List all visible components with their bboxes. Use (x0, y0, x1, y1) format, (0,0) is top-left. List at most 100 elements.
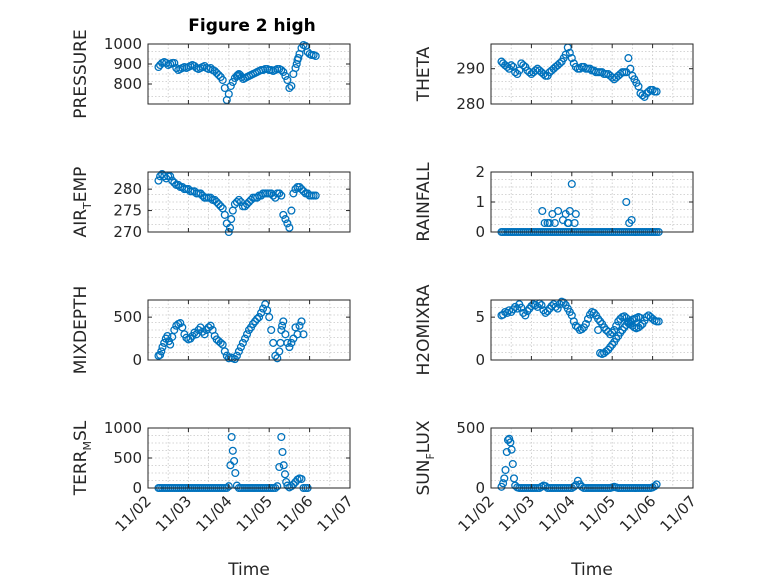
data-point (170, 178, 179, 187)
data-point (283, 75, 292, 85)
y-axis-label: PRESSURE (71, 29, 91, 118)
data-point (571, 321, 580, 330)
data-point (277, 432, 286, 442)
data-point (575, 64, 584, 73)
data-point (505, 434, 514, 443)
y-tick-label: 500 (113, 308, 142, 326)
y-tick-label: 500 (456, 419, 485, 437)
data-point (297, 474, 306, 484)
data-series (497, 297, 663, 359)
data-point (541, 308, 550, 317)
y-axis-label: H2OMIXRA (414, 284, 434, 375)
y-tick-label: 0 (475, 479, 485, 497)
data-point (538, 206, 547, 216)
data-point (577, 325, 586, 334)
data-point (218, 75, 227, 85)
data-point (523, 307, 532, 316)
x-tick-label: 11/05 (576, 492, 619, 535)
data-point (156, 350, 165, 359)
data-point (555, 59, 564, 68)
data-point (499, 479, 508, 488)
data-point (200, 330, 209, 339)
data-point (554, 206, 563, 216)
data-point (626, 317, 635, 326)
subplot-3: 270 275 280 AIRTEMP (71, 167, 351, 241)
data-point (234, 195, 243, 204)
data-point (220, 210, 229, 219)
y-tick-label: 270 (113, 223, 142, 241)
y-tick-label: 1 (475, 193, 485, 211)
y-tick-label: 800 (113, 75, 142, 93)
data-point (513, 304, 522, 313)
data-point (214, 200, 223, 209)
y-tick-label: 0 (475, 351, 485, 369)
data-point (278, 321, 287, 330)
data-point (232, 197, 241, 207)
data-point (216, 202, 225, 211)
x-tick-label: 11/03 (495, 492, 538, 535)
data-point (299, 330, 308, 339)
axes-box (147, 43, 351, 105)
data-point (275, 189, 284, 198)
data-point (500, 474, 509, 483)
data-point (638, 91, 647, 100)
data-point (285, 223, 294, 232)
y-axis-label: RAINFALL (414, 162, 434, 242)
data-point (273, 482, 282, 491)
data-point (505, 306, 514, 315)
x-tick-label: 11/04 (192, 492, 235, 535)
data-point (227, 432, 236, 442)
data-point (220, 347, 229, 356)
data-point (602, 347, 611, 356)
data-point (543, 307, 552, 316)
data-point (589, 308, 599, 317)
data-point (277, 325, 286, 335)
data-point (287, 206, 296, 215)
data-point (517, 303, 526, 312)
data-point (295, 321, 304, 330)
subplot-1: 800 900 1000 PRESSURE (71, 29, 351, 119)
data-point (269, 338, 278, 347)
data-point (204, 323, 213, 332)
data-point (236, 343, 245, 352)
data-point (277, 65, 286, 75)
data-point (212, 197, 221, 207)
data-point (166, 172, 175, 181)
y-tick-label: 5 (475, 308, 485, 326)
y-tick-label: 0 (132, 351, 142, 369)
data-point (162, 58, 171, 68)
data-point (519, 61, 528, 70)
y-tick-label: 0 (475, 223, 485, 241)
data-point (225, 223, 235, 232)
data-point (283, 219, 292, 228)
data-series (154, 40, 320, 105)
data-point (287, 482, 296, 491)
data-point (531, 301, 540, 310)
data-point (281, 330, 290, 339)
data-point (507, 445, 516, 454)
subplot-2: 280 290 THETA (414, 43, 694, 113)
data-point (210, 195, 219, 204)
y-tick-label: 1000 (104, 35, 142, 53)
subplot-6: 0 5 H2OMIXRA (414, 284, 694, 376)
data-series (497, 179, 663, 237)
x-tick-label: 11/03 (152, 492, 195, 535)
data-series (154, 432, 312, 493)
x-tick-label: 11/07 (314, 492, 357, 535)
y-tick-label: 290 (456, 60, 485, 78)
data-point (507, 61, 516, 70)
data-point (565, 48, 574, 57)
data-point (281, 215, 290, 224)
data-point (291, 63, 300, 73)
data-point (650, 482, 659, 491)
y-tick-label: 900 (113, 55, 142, 73)
y-axis-label: AIRTEMP (71, 167, 94, 238)
data-point (561, 50, 570, 59)
data-point (251, 317, 260, 326)
axes-box (490, 427, 694, 489)
data-point (521, 311, 530, 320)
data-point (267, 325, 276, 335)
